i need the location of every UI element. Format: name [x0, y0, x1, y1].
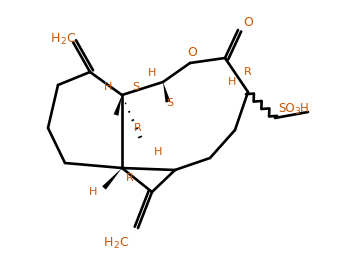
Text: R: R — [126, 173, 134, 183]
Text: 2: 2 — [60, 37, 66, 46]
Text: 3: 3 — [294, 108, 300, 117]
Text: R: R — [134, 123, 142, 133]
Text: H: H — [103, 236, 113, 248]
Text: H: H — [300, 102, 309, 114]
Text: R: R — [244, 67, 252, 77]
Text: S: S — [132, 82, 139, 92]
Text: C: C — [120, 236, 128, 248]
Text: H: H — [50, 31, 60, 44]
Text: O: O — [187, 46, 197, 58]
Text: S: S — [166, 98, 174, 108]
Text: H: H — [148, 68, 156, 78]
Text: H: H — [89, 187, 97, 197]
Text: O: O — [243, 16, 253, 28]
Text: H: H — [104, 82, 112, 92]
Text: C: C — [67, 31, 76, 44]
Text: H: H — [154, 147, 162, 157]
Text: 2: 2 — [113, 241, 119, 250]
Polygon shape — [114, 95, 122, 116]
Text: H: H — [228, 77, 236, 87]
Polygon shape — [163, 82, 170, 103]
Text: SO: SO — [278, 102, 295, 114]
Polygon shape — [102, 168, 122, 190]
